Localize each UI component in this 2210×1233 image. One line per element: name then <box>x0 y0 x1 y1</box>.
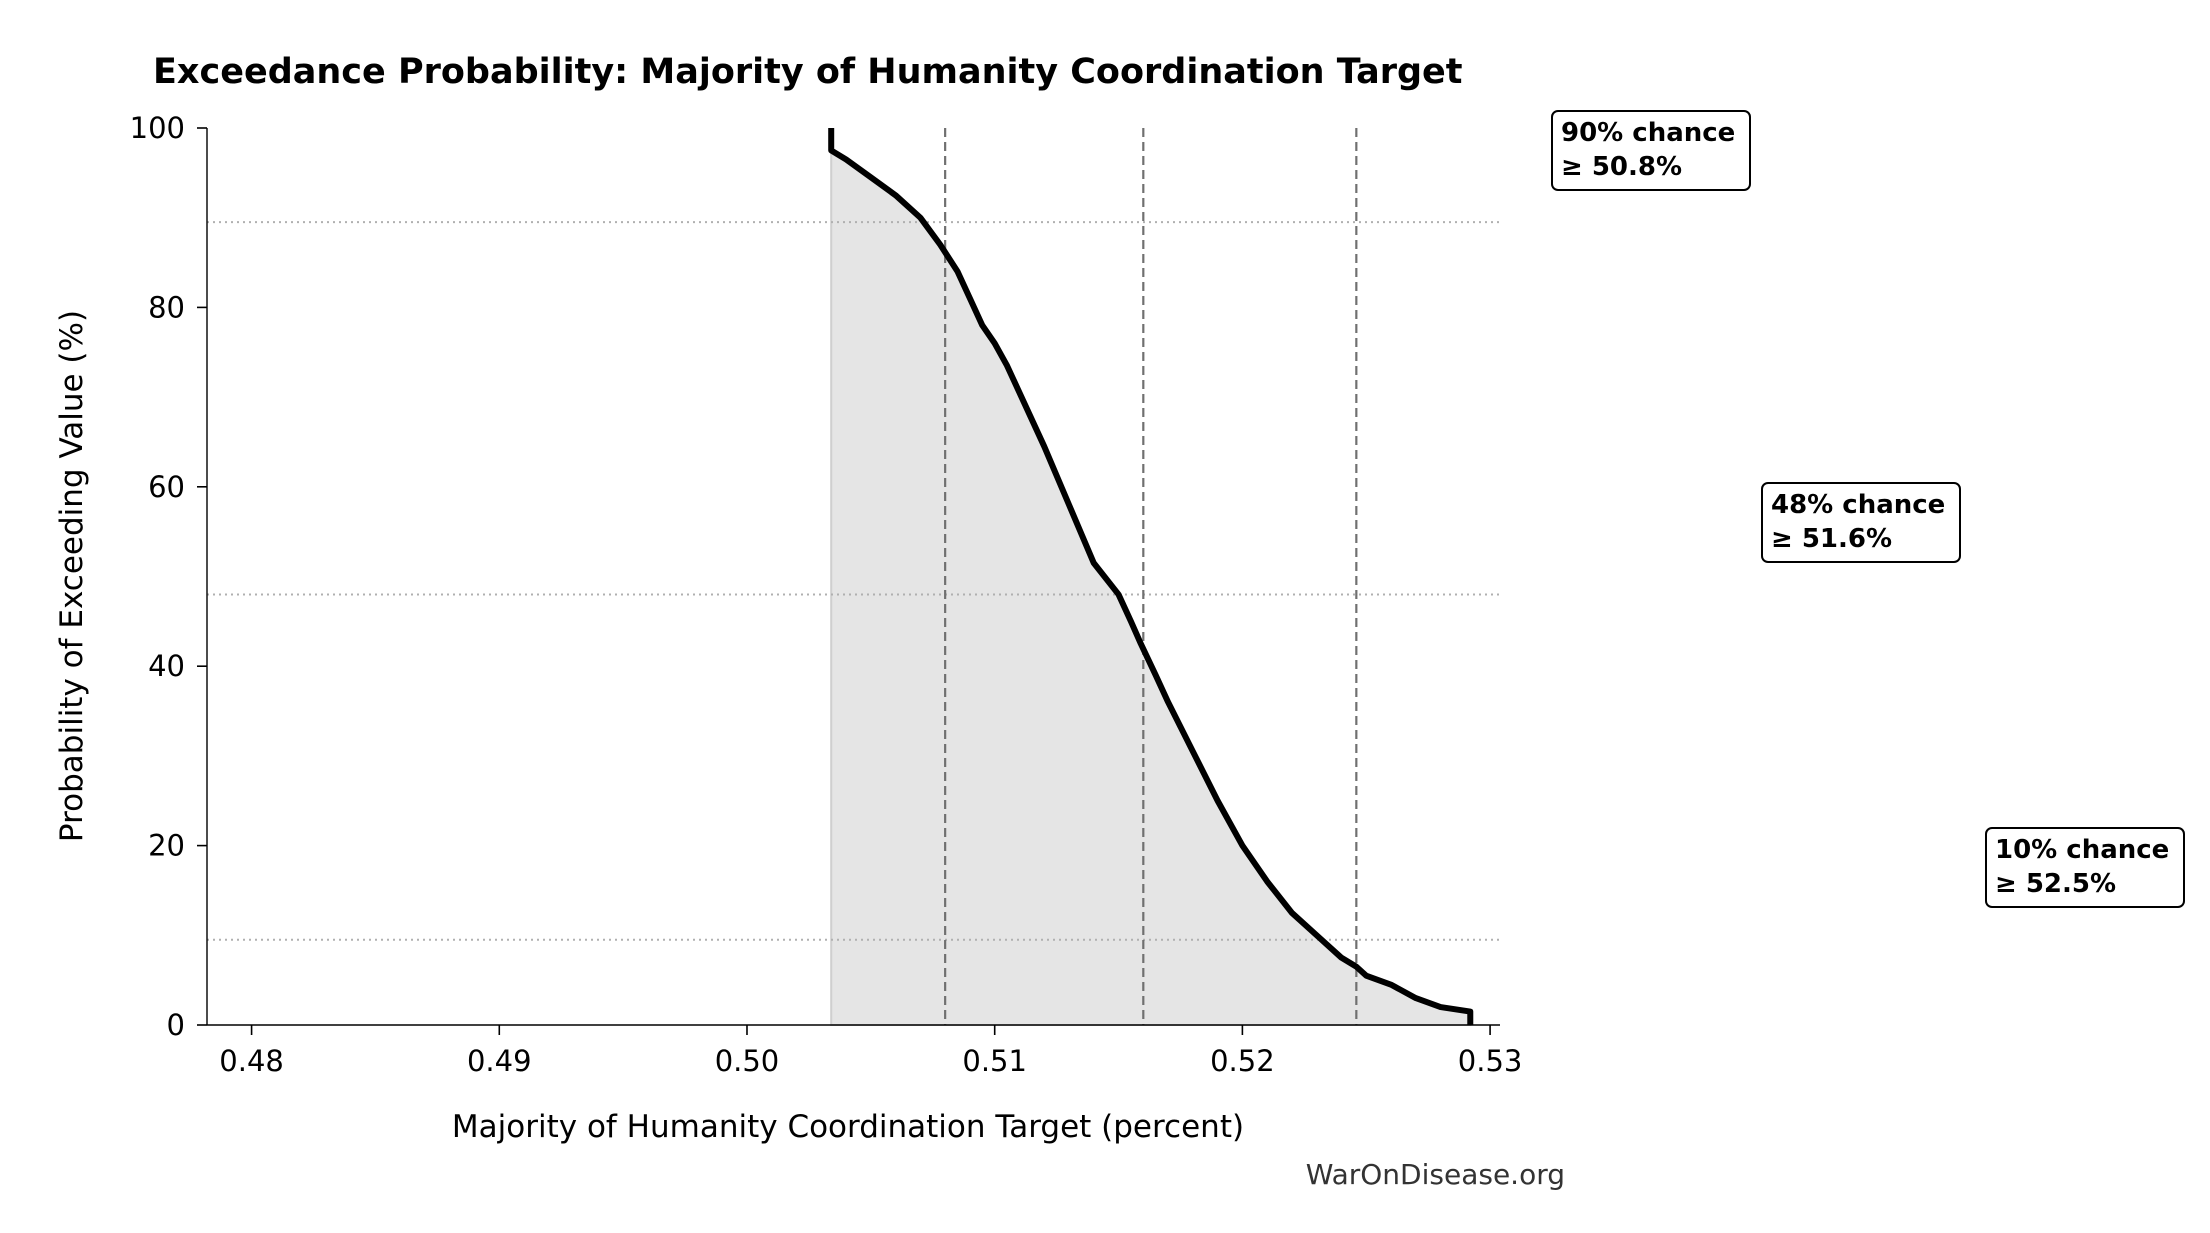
exceedance-curve <box>828 128 1474 1025</box>
y-axis-label: Probability of Exceeding Value (%) <box>54 310 90 842</box>
annotation-box-2: 48% chance ≥ 51.6% <box>1761 482 1961 563</box>
y-tick-label: 80 <box>148 290 185 324</box>
annotation-frame <box>1985 827 2185 908</box>
y-tick-label: 60 <box>148 470 185 504</box>
annotation-line-2: ≥ 51.6% <box>1771 524 1892 554</box>
y-tick-label: 20 <box>148 829 185 863</box>
x-axis-label: Majority of Humanity Coordination Target… <box>452 1109 1244 1145</box>
x-tick-label: 0.50 <box>715 1044 780 1078</box>
annotation-frame <box>1551 110 1751 191</box>
annotation-line-1: 90% chance <box>1561 118 1735 148</box>
watermark: WarOnDisease.org <box>1306 1158 1565 1191</box>
annotation-line-2: ≥ 50.8% <box>1561 152 1682 182</box>
chart-title: Exceedance Probability: Majority of Huma… <box>153 52 1463 92</box>
y-tick-label: 0 <box>167 1008 185 1042</box>
x-tick-label: 0.51 <box>962 1044 1027 1078</box>
annotation-line-1: 48% chance <box>1771 490 1945 520</box>
plot-area: 0.48 0.49 0.50 0.51 0.52 0.53 0 20 40 60 80 100 90% … <box>130 110 2185 1078</box>
annotation-line-2: ≥ 52.5% <box>1995 869 2116 899</box>
y-tick-label: 40 <box>148 649 185 683</box>
x-tick-label: 0.49 <box>467 1044 532 1078</box>
shaded-area <box>830 128 1472 1026</box>
annotation-box-1: 90% chance ≥ 50.8% <box>1551 110 1751 191</box>
annotation-box-3: 10% chance ≥ 52.5% <box>1985 827 2185 908</box>
x-tick-label: 0.48 <box>219 1044 284 1078</box>
annotation-line-1: 10% chance <box>1995 835 2169 865</box>
x-tick-label: 0.52 <box>1210 1044 1275 1078</box>
x-tick-label: 0.53 <box>1458 1044 1523 1078</box>
annotation-frame <box>1761 482 1961 563</box>
y-tick-label: 100 <box>130 111 185 145</box>
